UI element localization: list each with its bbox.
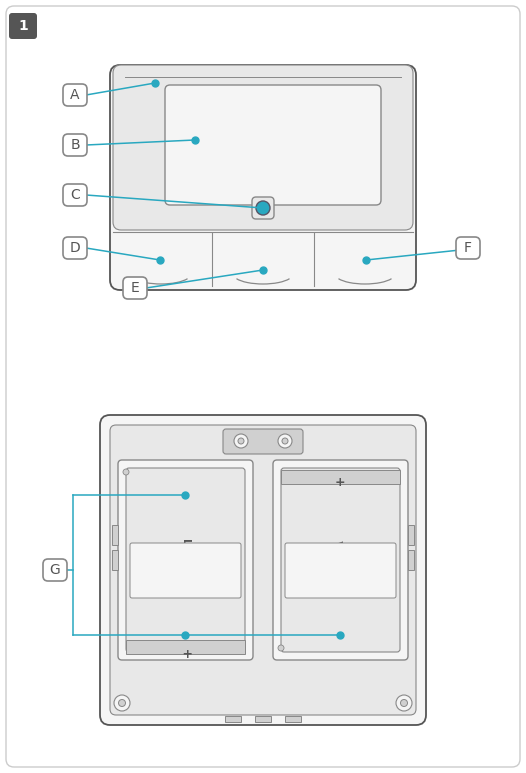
FancyBboxPatch shape [456, 237, 480, 259]
Text: E: E [130, 281, 139, 295]
Text: G: G [49, 563, 60, 577]
Bar [408, 525, 414, 545]
Circle shape [118, 700, 126, 707]
Bar [255, 716, 271, 722]
Text: F: F [464, 241, 472, 255]
Text: LR6/AA: LR6/AA [335, 540, 345, 581]
Circle shape [238, 438, 244, 444]
FancyBboxPatch shape [252, 197, 274, 219]
Text: +: + [335, 475, 345, 489]
FancyBboxPatch shape [118, 460, 253, 660]
FancyBboxPatch shape [43, 559, 67, 581]
FancyBboxPatch shape [123, 277, 147, 299]
Circle shape [234, 434, 248, 448]
Text: A: A [70, 88, 80, 102]
FancyBboxPatch shape [281, 468, 400, 652]
Bar [285, 716, 301, 722]
Text: LR6/AA: LR6/AA [180, 540, 190, 581]
FancyBboxPatch shape [165, 85, 381, 205]
FancyBboxPatch shape [6, 6, 520, 767]
FancyBboxPatch shape [63, 84, 87, 106]
Bar [112, 550, 118, 570]
Circle shape [278, 434, 292, 448]
Circle shape [400, 700, 408, 707]
Circle shape [123, 469, 129, 475]
Text: C: C [70, 188, 80, 202]
FancyBboxPatch shape [9, 13, 37, 39]
FancyBboxPatch shape [273, 460, 408, 660]
Bar [225, 716, 241, 722]
FancyBboxPatch shape [100, 415, 426, 725]
FancyBboxPatch shape [63, 134, 87, 156]
FancyBboxPatch shape [113, 65, 413, 230]
Circle shape [256, 201, 270, 215]
Bar [281, 470, 400, 484]
Text: +: + [180, 645, 190, 659]
Text: B: B [70, 138, 80, 152]
FancyBboxPatch shape [130, 543, 241, 598]
FancyBboxPatch shape [110, 425, 416, 715]
FancyBboxPatch shape [110, 65, 416, 290]
Circle shape [114, 695, 130, 711]
FancyBboxPatch shape [126, 468, 245, 652]
Text: D: D [69, 241, 80, 255]
Bar [112, 525, 118, 545]
Bar [126, 640, 245, 654]
FancyBboxPatch shape [63, 184, 87, 206]
FancyBboxPatch shape [63, 237, 87, 259]
Circle shape [278, 645, 284, 651]
FancyBboxPatch shape [223, 429, 303, 454]
Bar [408, 550, 414, 570]
Circle shape [396, 695, 412, 711]
FancyBboxPatch shape [285, 543, 396, 598]
Circle shape [282, 438, 288, 444]
Text: 1: 1 [18, 19, 28, 33]
